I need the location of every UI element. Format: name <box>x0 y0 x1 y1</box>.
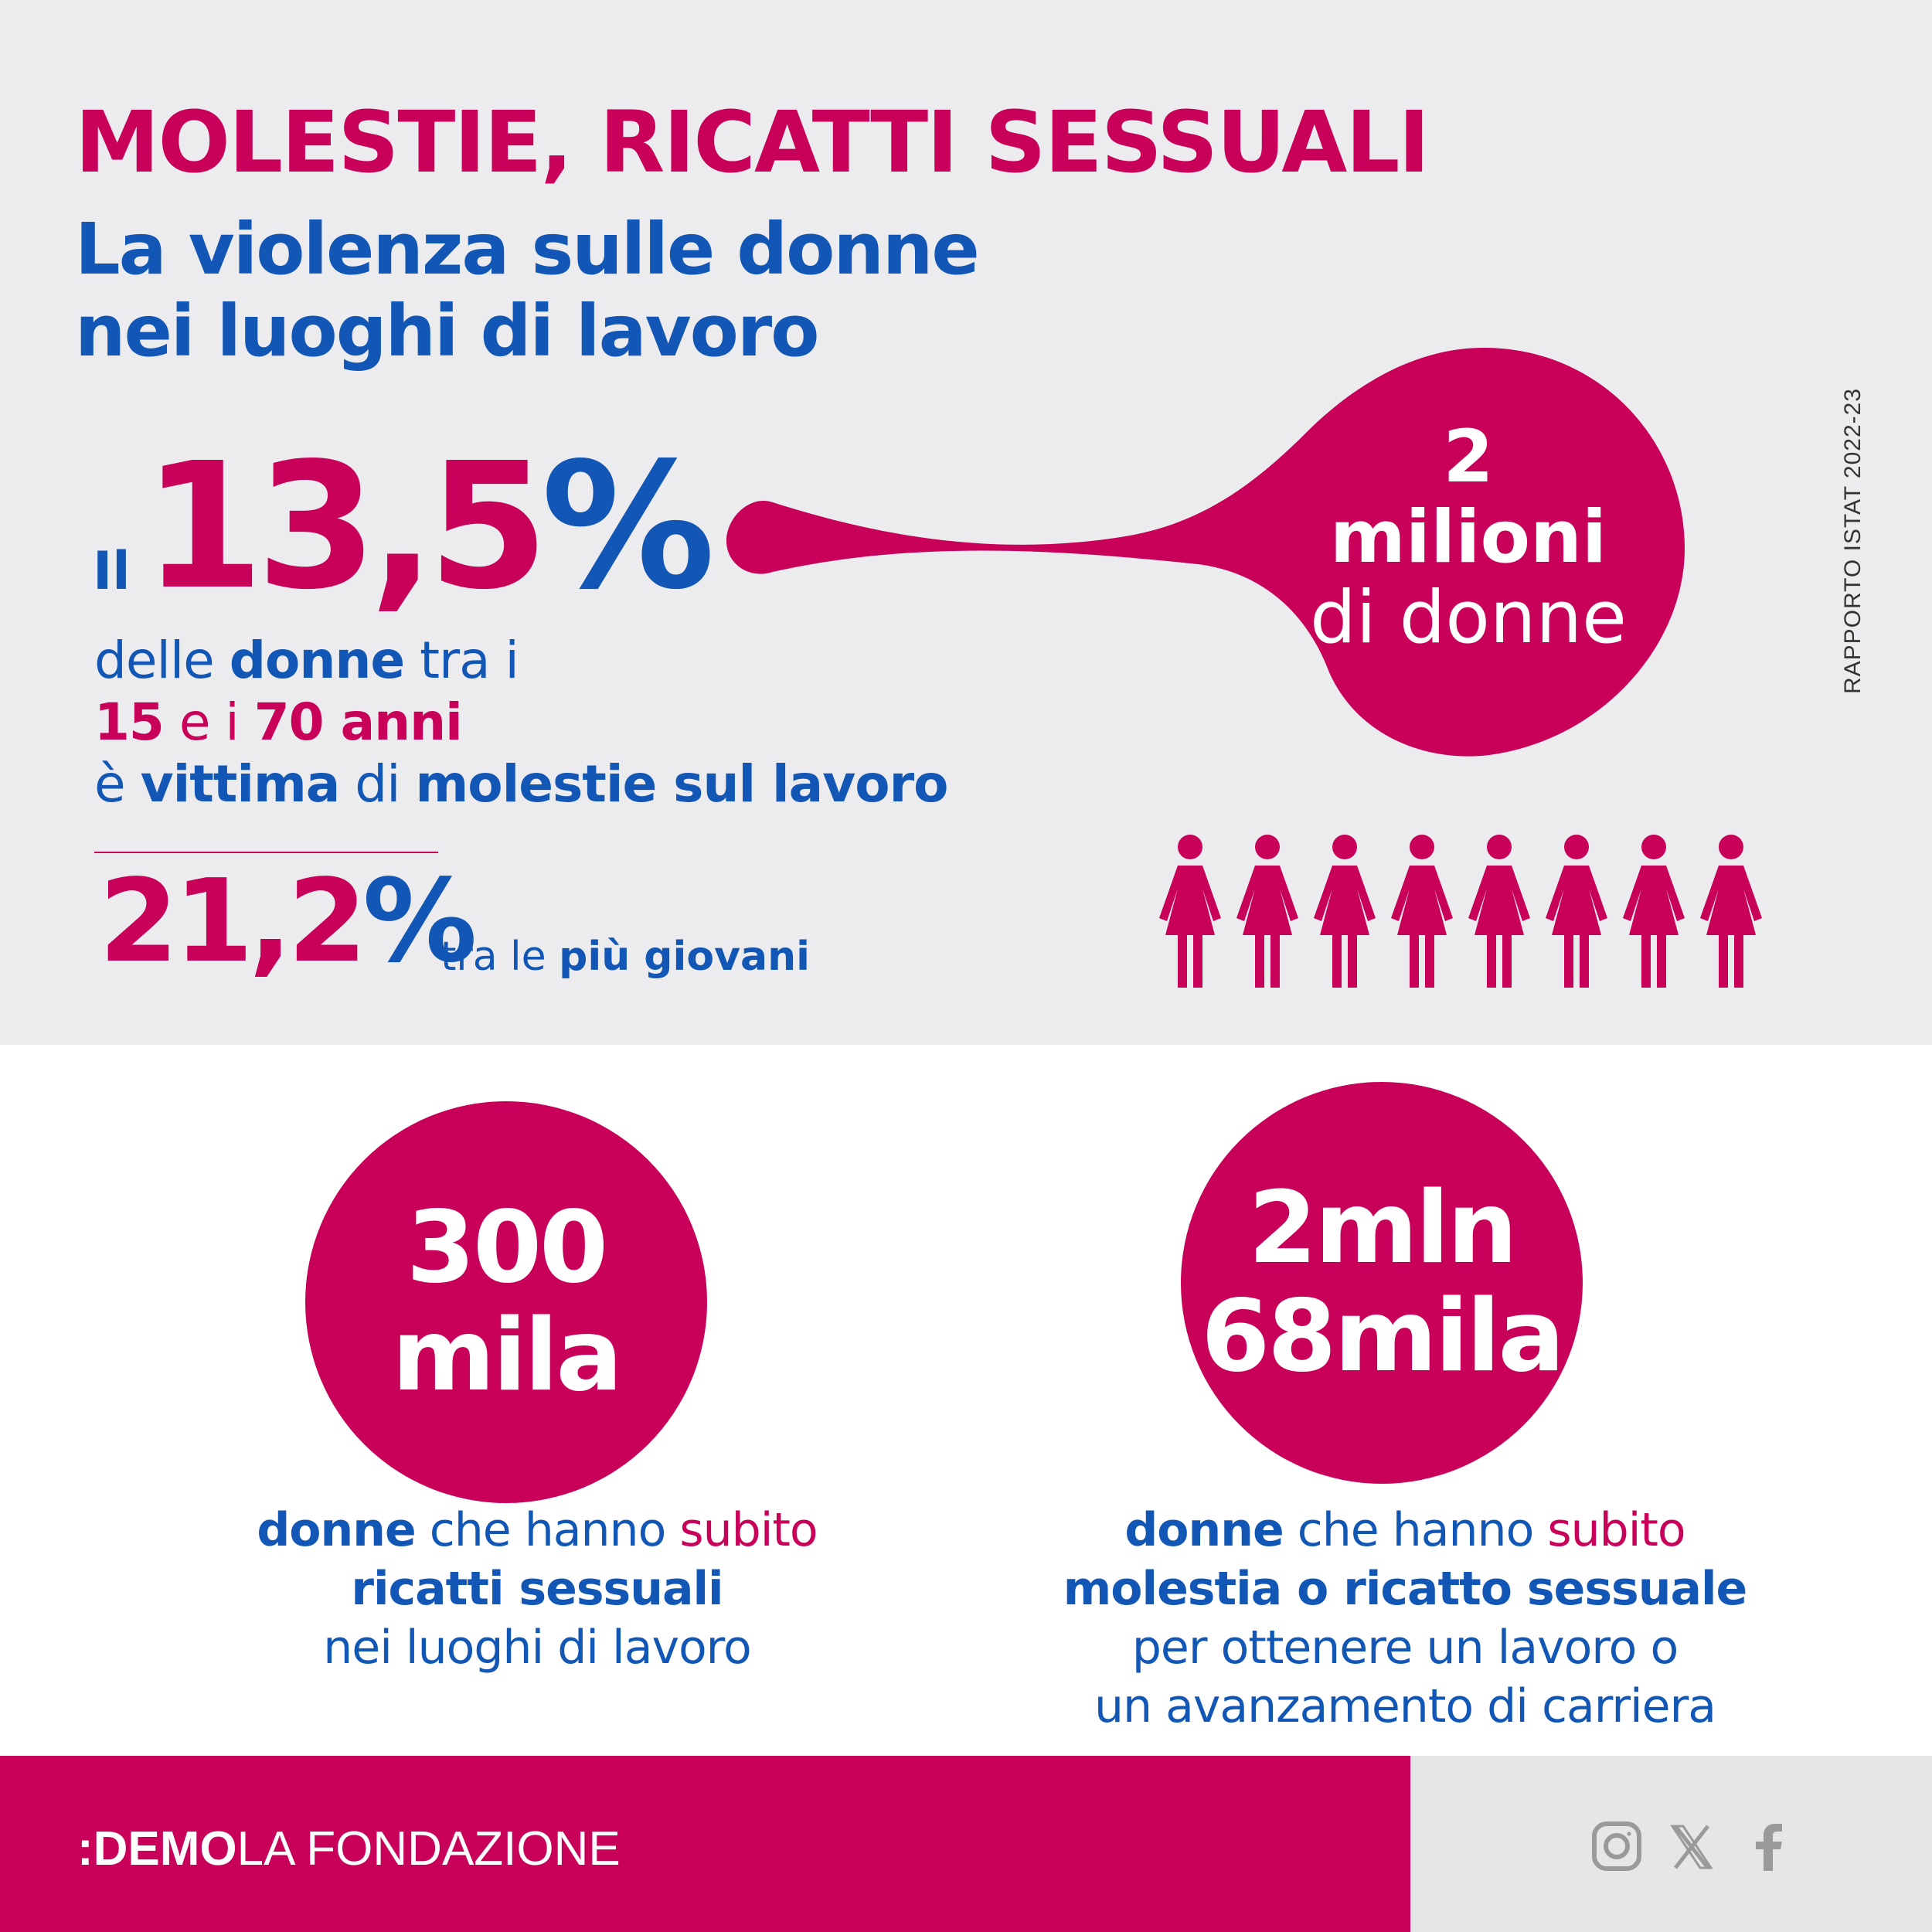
woman-figure-icon <box>1546 835 1607 988</box>
caption-text: che hanno <box>1283 1503 1548 1557</box>
instagram-icon[interactable] <box>1592 1821 1641 1871</box>
woman-figure-icon <box>1468 835 1530 988</box>
woman-figure-icon <box>1700 835 1762 988</box>
bubble-line-3: di donne <box>1310 576 1627 660</box>
woman-figure-icon <box>1623 835 1685 988</box>
stat-right-value-line-2: 68mila <box>1201 1279 1565 1394</box>
bubble-line-1: 2 <box>1443 415 1494 499</box>
main-percentage: 13,5% <box>143 440 716 614</box>
caption-line: donne che hanno subito <box>151 1501 923 1560</box>
stat-left-caption: donne che hanno subito ricatti sessuali … <box>151 1501 923 1677</box>
desc-emphasis: donne <box>229 631 405 690</box>
page-title: MOLESTIE, RICATTI SESSUALI <box>75 93 1430 192</box>
young-percentage-value: 21,2 <box>99 855 367 988</box>
desc-line-2: 15 e i 70 anni <box>94 692 947 753</box>
footer-social-bar <box>1410 1756 1932 1932</box>
desc-text: è <box>94 754 141 814</box>
desc-age-min: 15 <box>94 692 165 752</box>
bubble-line-2: milioni <box>1329 495 1607 580</box>
caption-text: che hanno <box>415 1503 680 1557</box>
caption-line: nei luoghi di lavoro <box>323 1621 752 1675</box>
desc-text: tra i <box>404 631 519 690</box>
stat-prefix: Il <box>93 541 131 602</box>
footer-brand-bar <box>0 1756 1410 1932</box>
stat-left-value-line-1: 300 <box>406 1190 608 1305</box>
caption-line: ricatti sessuali <box>351 1562 723 1616</box>
woman-figure-icon <box>1391 835 1453 988</box>
stat-right-value-line-1: 2mln <box>1248 1171 1517 1286</box>
source-text: RAPPORTO ISTAT 2022-23 <box>1840 387 1866 695</box>
desc-text: e i <box>163 692 254 752</box>
brand-fondazione: LA FONDAZIONE <box>236 1822 621 1876</box>
caption-line: un avanzamento di carriera <box>1094 1679 1716 1733</box>
desc-line-1: delle donne tra i <box>94 630 947 692</box>
brand-demo: DEMO <box>93 1822 237 1876</box>
young-percentage-sign: % <box>362 855 477 988</box>
stat-circle-left: 300 mila <box>305 1101 707 1503</box>
desc-age-max: 70 anni <box>253 692 463 752</box>
drop-bubble-shape <box>726 348 1685 757</box>
stat-circle-right: 2mln 68mila <box>1181 1082 1583 1484</box>
young-label: tra le più giovani <box>440 934 810 980</box>
young-label-text: tra le <box>440 934 560 980</box>
caption-line: donne che hanno subito <box>1019 1501 1791 1560</box>
desc-line-3: è vittima di molestie sul lavoro <box>94 753 948 815</box>
caption-emphasis: donne <box>1124 1503 1284 1557</box>
woman-figure-icon <box>1159 835 1221 988</box>
bubble-label: 2 milioni di donne <box>1252 417 1685 658</box>
brand-logo[interactable]: :DEMOLA FONDAZIONE <box>77 1825 621 1873</box>
stat-right-caption: donne che hanno subito molestia o ricatt… <box>1019 1501 1791 1736</box>
young-label-emphasis: più giovani <box>559 934 810 980</box>
x-icon[interactable] <box>1670 1825 1713 1869</box>
stat-left-value-line-2: mila <box>392 1298 622 1413</box>
subtitle-line-1: La violenza sulle donne <box>75 208 980 291</box>
woman-figure-icon <box>1314 835 1376 988</box>
desc-text: di <box>339 754 416 814</box>
woman-figure-icon <box>1236 835 1298 988</box>
page-subtitle: La violenza sulle donne nei luoghi di la… <box>75 208 980 372</box>
main-percentage-value: 13,5 <box>143 426 549 628</box>
caption-line: molestia o ricatto sessuale <box>1063 1562 1747 1616</box>
divider <box>94 852 438 853</box>
social-icons <box>1592 1821 1782 1871</box>
caption-accent: subito <box>679 1503 818 1557</box>
desc-emphasis: vittima <box>140 754 341 814</box>
women-icons-row <box>1159 835 1762 988</box>
main-percentage-sign: % <box>541 426 715 628</box>
facebook-icon[interactable] <box>1756 1824 1782 1871</box>
subtitle-line-2: nei luoghi di lavoro <box>75 290 819 372</box>
caption-emphasis: donne <box>257 1503 416 1557</box>
young-percentage: 21,2% <box>99 864 477 978</box>
desc-text: delle <box>94 631 230 690</box>
caption-line: per ottenere un lavoro o <box>1131 1621 1679 1675</box>
caption-accent: subito <box>1547 1503 1685 1557</box>
desc-emphasis: molestie sul lavoro <box>415 754 948 814</box>
main-stat-description: delle donne tra i 15 e i 70 anni è vitti… <box>94 630 948 815</box>
brand-mark: : <box>77 1822 94 1876</box>
